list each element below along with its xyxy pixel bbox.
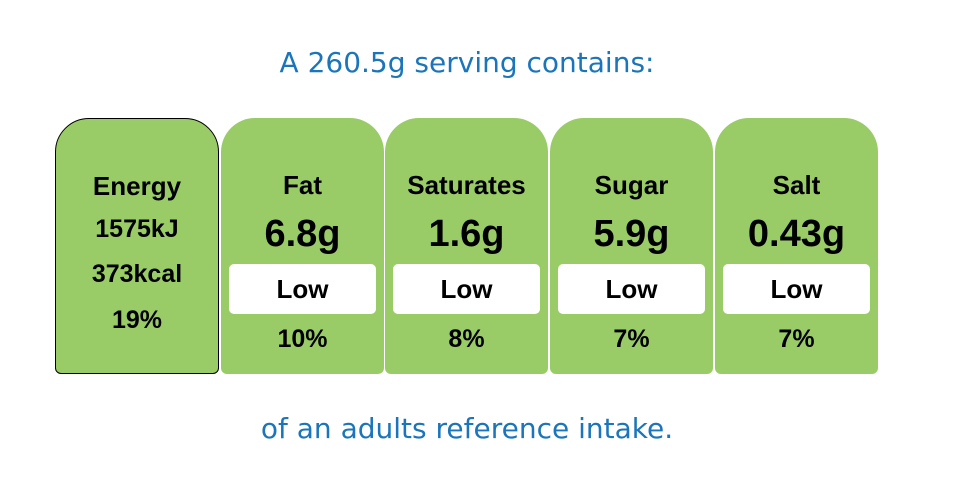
nutrient-percent: 10% bbox=[277, 325, 328, 353]
nutrient-level: Low bbox=[558, 264, 705, 314]
nutrient-percent: 8% bbox=[448, 325, 485, 353]
energy-line: 373kcal bbox=[91, 260, 183, 288]
nutrient-amount: 5.9g bbox=[593, 213, 670, 255]
nutrient-level: Low bbox=[723, 264, 870, 314]
nutrient-percent: 7% bbox=[613, 325, 650, 353]
nutrient-card: Fat 6.8g Low 10% bbox=[221, 118, 384, 374]
nutrient-name: Salt bbox=[772, 170, 821, 200]
energy-line: 19% bbox=[111, 306, 163, 334]
nutrient-level: Low bbox=[229, 264, 376, 314]
nutrient-percent: 7% bbox=[778, 325, 815, 353]
nutrient-card: Salt 0.43g Low 7% bbox=[715, 118, 878, 374]
energy-card: Energy 1575kJ 373kcal 19% bbox=[55, 118, 219, 374]
energy-label: Energy bbox=[92, 171, 182, 201]
nutrient-name: Fat bbox=[283, 170, 322, 200]
nutrient-amount: 6.8g bbox=[264, 213, 341, 255]
nutrient-amount: 0.43g bbox=[747, 213, 846, 255]
nutrient-name: Saturates bbox=[407, 170, 526, 200]
nutrient-card: Sugar 5.9g Low 7% bbox=[550, 118, 713, 374]
footer-text: of an adults reference intake. bbox=[260, 412, 674, 445]
nutrient-amount: 1.6g bbox=[428, 213, 505, 255]
header-title: A 260.5g serving contains: bbox=[279, 46, 655, 79]
energy-line: 1575kJ bbox=[95, 215, 179, 243]
nutrient-name: Sugar bbox=[594, 170, 669, 200]
nutrient-card: Saturates 1.6g Low 8% bbox=[385, 118, 548, 374]
nutrient-level: Low bbox=[393, 264, 540, 314]
